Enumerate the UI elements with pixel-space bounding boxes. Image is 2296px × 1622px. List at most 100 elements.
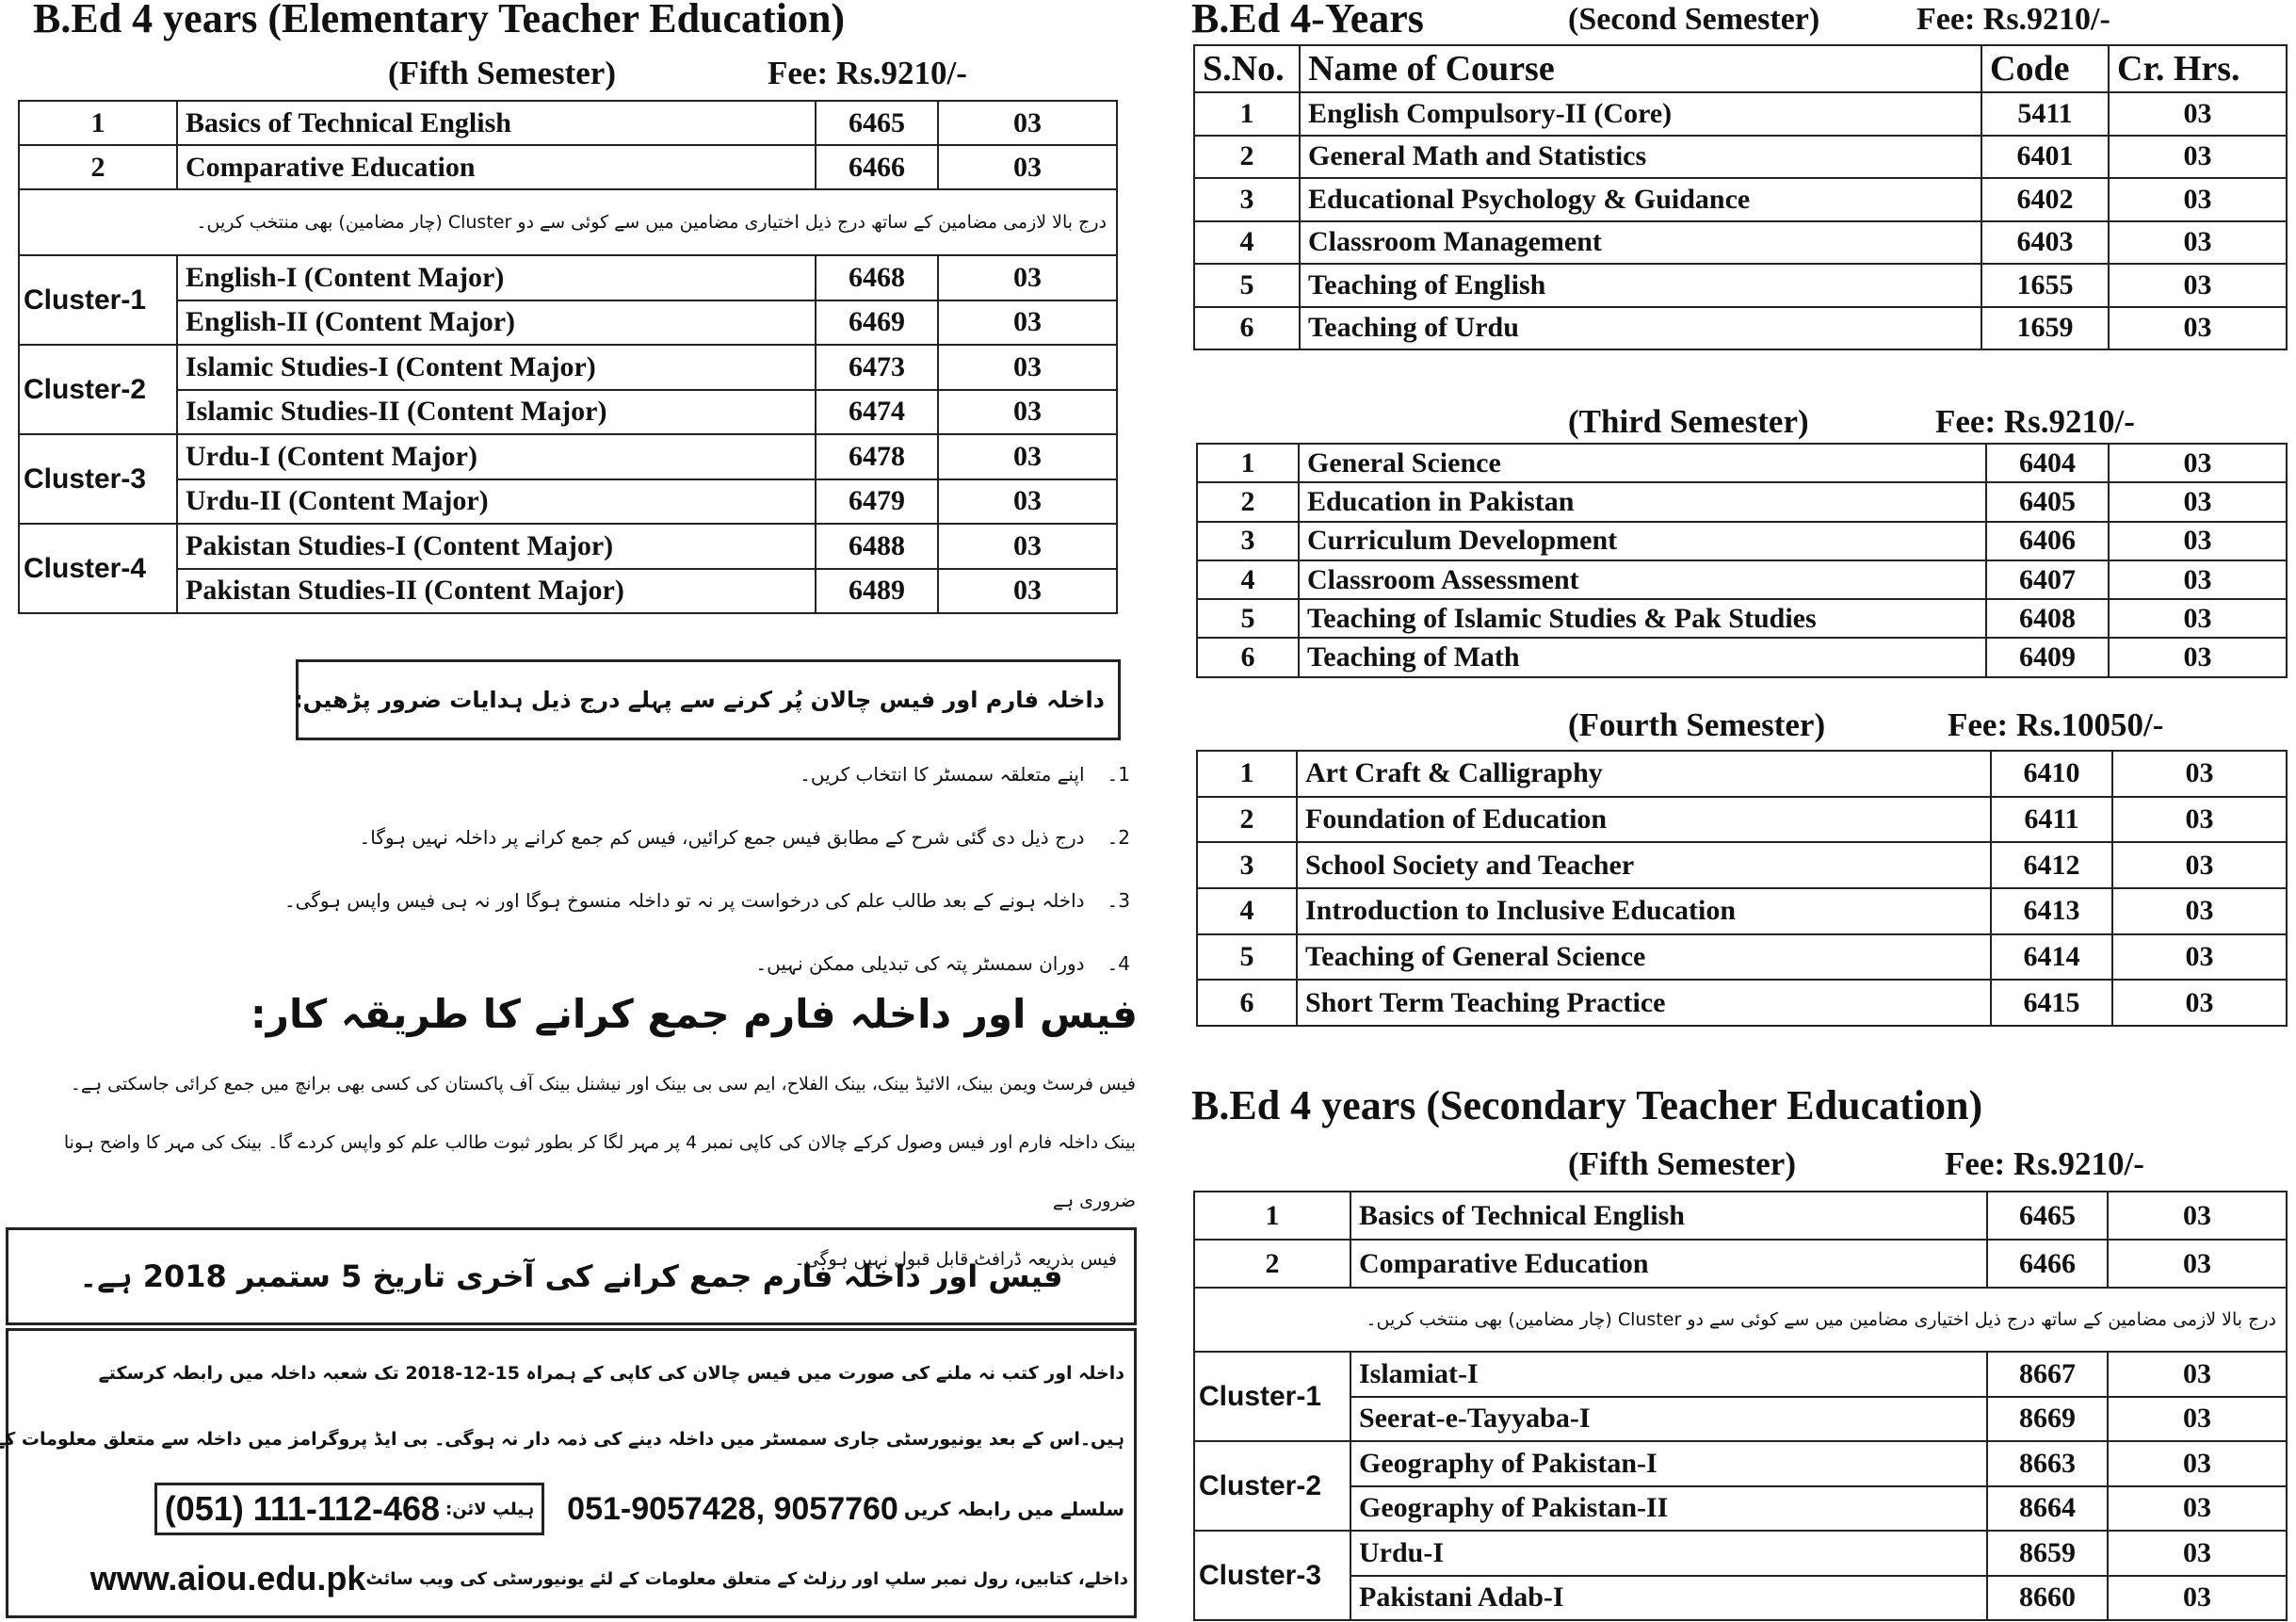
instruction-item: 4۔ دوران سمسٹر پتہ کی تبدیلی ممکن نہیں۔ [188, 935, 1130, 998]
helpline-label: ہیلپ لائن: [445, 1499, 535, 1519]
third-semester-table: 1 General Science 6404 03 2 Education in Paki… [1196, 442, 2288, 678]
cell: 1659 [1981, 305, 2110, 350]
cell: 03 [2108, 442, 2288, 484]
website-link[interactable]: www.aiou.edu.pk [89, 1559, 366, 1598]
cell: 6479 [815, 478, 939, 525]
secondary-semester-label: (Fifth Semester) [1568, 1145, 1796, 1182]
cell: 6488 [815, 523, 939, 570]
cell: 5411 [1981, 91, 2110, 137]
instructions-list: 1۔ اپنے متعلقہ سمسٹر کا انتخاب کریں۔ 2۔ درج… [188, 746, 1130, 998]
instruction-item: 3۔ داخلہ ہونے کے بعد طالب علم کی درخواست … [188, 872, 1130, 935]
cell: 03 [2111, 887, 2288, 935]
cell: Urdu-II (Content Major) [176, 478, 817, 525]
cluster-label: Cluster-3 [1193, 1530, 1351, 1621]
table-row: 2 Comparative Education 6466 03 [18, 144, 1118, 190]
table-row: 5 Teaching of Islamic Studies & Pak Studi… [1196, 598, 2288, 640]
cell: 03 [2108, 520, 2288, 561]
cell: English-I (Content Major) [176, 254, 817, 301]
cell: 6466 [815, 144, 939, 190]
table-row: Cluster-1 English-I (Content Major) 6468 03 [18, 254, 1118, 346]
cell: 03 [2108, 637, 2288, 678]
cell: Educational Psychology & Guidance [1299, 177, 1982, 222]
cell: 8664 [1986, 1484, 2109, 1532]
cell: 4 [1193, 219, 1301, 265]
instruction-item: 2۔ درج ذیل دی گئی شرح کے مطابق فیس جمع کر… [188, 809, 1130, 872]
fourth-semester-fee: Fee: Rs.10050/- [1948, 706, 2164, 743]
cell: 03 [2111, 750, 2288, 798]
cell: 03 [937, 478, 1118, 525]
cell: 6466 [1986, 1239, 2109, 1289]
contact-line: ہیں۔اس کے بعد یونیورسٹی جاری سمسٹر میں د… [0, 1429, 1124, 1450]
table-row: درج بالا لازمی مضامین کے ساتھ درج ذیل اخ… [18, 188, 1118, 256]
cell: Urdu-I (Content Major) [176, 433, 817, 480]
contact-box: داخلہ اور کتب نہ ملنے کی صورت میں فیس چا… [0, 1328, 1137, 1618]
cell: 03 [2107, 1239, 2288, 1289]
cell: 03 [2108, 305, 2288, 350]
cell: English-II (Content Major) [176, 299, 817, 346]
table-row: 5 Teaching of General Science 6414 03 [1196, 933, 2288, 981]
cell: 03 [2111, 933, 2288, 981]
cluster-label: Cluster-2 [18, 344, 178, 435]
method-line: فیس بذریعہ ڈرافٹ قابل قبول نہیں ہوگی۔ [794, 1249, 1117, 1270]
method-line: فیس فرسٹ ویمن بینک، الائیڈ بینک، بینک ال… [70, 1074, 1136, 1095]
cell: Basics of Technical English [176, 100, 817, 146]
table-row: 4 Introduction to Inclusive Education 6413… [1196, 887, 2288, 935]
table-row: Pakistani Adab-I 8660 03 [1194, 1574, 2288, 1621]
cell: 6 [1196, 637, 1300, 678]
cell: 3 [1196, 520, 1300, 561]
cell: 6410 [1990, 750, 2113, 798]
cell: Teaching of Math [1298, 637, 1987, 678]
table-row: English-II (Content Major) 6469 03 [19, 299, 1118, 346]
cell: 03 [2111, 979, 2288, 1028]
deadline-text: فیس اور داخلہ فارم جمع کرانے کی آخری تار… [79, 1258, 1063, 1294]
table-row: 3 School Society and Teacher 6412 03 [1196, 841, 2288, 890]
table-row: Pakistan Studies-II (Content Major) 6489 0… [19, 567, 1118, 614]
cell: General Math and Statistics [1299, 134, 1982, 179]
cell: 6 [1196, 979, 1298, 1028]
table-row: Geography of Pakistan-II 8664 03 [1194, 1484, 2288, 1532]
cell: 03 [2108, 219, 2288, 265]
cell: 03 [2108, 134, 2288, 179]
cell: School Society and Teacher [1296, 841, 1992, 890]
cell: 6489 [815, 567, 939, 614]
cell: Islamiat-I [1350, 1351, 1988, 1398]
cluster-label: Cluster-4 [18, 523, 178, 614]
cell: 6478 [815, 433, 939, 480]
cell: Classroom Management [1299, 219, 1982, 265]
table-row: 2 Foundation of Education 6411 03 [1196, 795, 2288, 844]
table-row: Seerat-e-Tayyaba-I 8669 03 [1194, 1395, 2288, 1442]
cell: 6414 [1990, 933, 2113, 981]
cell: 1655 [1981, 263, 2110, 308]
table-row: 6 Short Term Teaching Practice 6415 03 [1196, 979, 2288, 1028]
table-row: 4 Classroom Management 6403 03 [1193, 219, 2288, 265]
cell: درج بالا لازمی مضامین کے ساتھ درج ذیل اخ… [1193, 1287, 2288, 1353]
third-semester-fee: Fee: Rs.9210/- [1935, 403, 2135, 440]
instruction-item: 1۔ اپنے متعلقہ سمسٹر کا انتخاب کریں۔ [188, 746, 1130, 809]
column-header: Code [1981, 44, 2110, 93]
cell: Pakistan Studies-I (Content Major) [176, 523, 817, 570]
column-header: S.No. [1193, 44, 1301, 93]
cell: 3 [1196, 841, 1298, 890]
cell: Teaching of Islamic Studies & Pak Studie… [1298, 598, 1987, 640]
secondary-fifth-semester-table: 1 Basics of Technical English 6465 03 2 Compa… [1193, 1191, 2288, 1621]
cluster-label: Cluster-1 [1193, 1351, 1351, 1442]
deadline-box: فیس اور داخلہ فارم جمع کرانے کی آخری تار… [6, 1227, 1137, 1325]
cell: 03 [2108, 559, 2288, 601]
cell: 6473 [815, 344, 939, 391]
contact-line: داخلہ اور کتب نہ ملنے کی صورت میں فیس چا… [98, 1363, 1124, 1384]
cell: Teaching of Urdu [1299, 305, 1982, 350]
cell: 6402 [1981, 177, 2110, 222]
method-text: فیس فرسٹ ویمن بینک، الائیڈ بینک، بینک ال… [6, 1055, 1136, 1289]
cell: 6405 [1985, 481, 2110, 523]
instruction-text: درج ذیل دی گئی شرح کے مطابق فیس جمع کرائ… [359, 826, 1085, 849]
cell: Classroom Assessment [1298, 559, 1987, 601]
cell: 03 [2108, 598, 2288, 640]
table-row: 1 English Compulsory-II (Core) 5411 03 [1193, 91, 2288, 137]
cell: 03 [937, 523, 1118, 570]
second-semester-label: (Second Semester) [1568, 2, 1820, 37]
method-line: بینک داخلہ فارم اور فیس وصول کرکے چالان … [63, 1132, 1136, 1211]
cluster-label: Cluster-2 [1193, 1440, 1351, 1532]
cell: 03 [2108, 263, 2288, 308]
cell: درج بالا لازمی مضامین کے ساتھ درج ذیل اخ… [18, 188, 1118, 256]
column-header: Name of Course [1299, 44, 1982, 93]
